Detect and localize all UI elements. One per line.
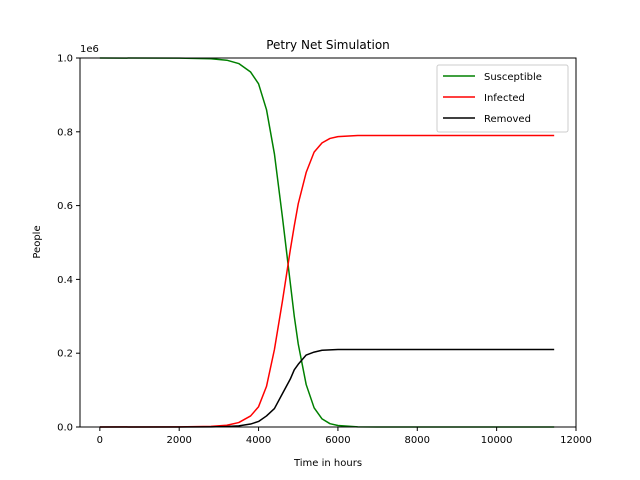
chart-title: Petry Net Simulation	[266, 38, 390, 52]
x-tick-label: 10000	[481, 435, 513, 446]
plot-frame	[79, 57, 577, 428]
legend-box	[436, 64, 569, 133]
y-axis-label: People	[32, 225, 43, 258]
x-tick-label: 4000	[246, 435, 271, 446]
y-tick-label: 0.0	[57, 423, 73, 434]
y-offset-label: 1e6	[80, 44, 99, 55]
y-tick-label: 0.8	[57, 127, 73, 138]
legend-label-infected: Infected	[484, 93, 525, 104]
legend-label-removed: Removed	[484, 114, 531, 125]
x-tick-label: 12000	[560, 435, 592, 446]
ticks-layer: 0 2000 4000 6000 8000 10000 12000 0.0 0.2 0.4 0.6 0…	[57, 54, 592, 447]
legend-label-susceptible: Susceptible	[484, 72, 542, 83]
x-tick-label: 8000	[405, 435, 430, 446]
series-line-removed	[99, 348, 555, 428]
series-line-infected	[99, 134, 555, 428]
y-tick-label: 0.6	[57, 201, 73, 212]
y-tick-label: 0.4	[57, 275, 73, 286]
x-tick-label: 0	[97, 435, 103, 446]
x-tick-label: 6000	[325, 435, 350, 446]
y-tick-label: 1.0	[57, 54, 73, 65]
legend: Susceptible Infected Removed	[436, 64, 569, 133]
x-axis-label: Time in hours	[293, 458, 362, 469]
x-tick-label: 2000	[166, 435, 191, 446]
y-tick-label: 0.2	[57, 349, 73, 360]
